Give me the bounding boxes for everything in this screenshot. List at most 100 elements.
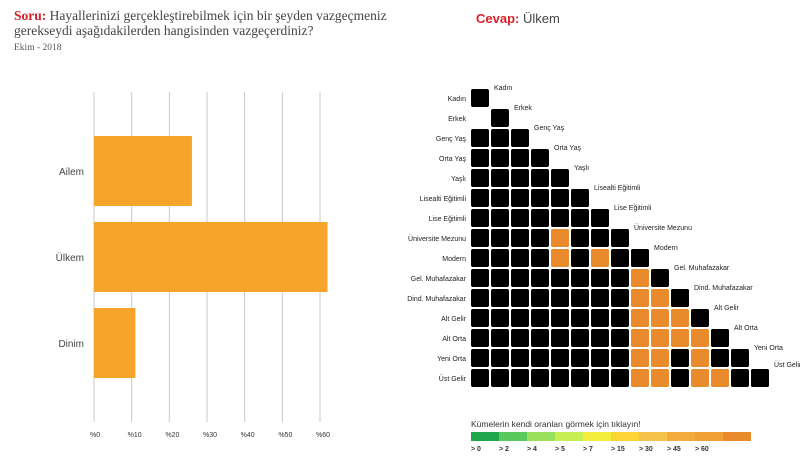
heatmap-cell[interactable] <box>471 269 489 287</box>
heatmap-cell[interactable] <box>471 209 489 227</box>
heatmap-cell[interactable] <box>511 229 529 247</box>
heatmap-cell[interactable] <box>551 209 569 227</box>
heatmap-cell[interactable] <box>491 269 509 287</box>
heatmap-cell[interactable] <box>531 349 549 367</box>
heatmap-cell[interactable] <box>471 169 489 187</box>
heatmap-cell[interactable] <box>651 289 669 307</box>
heatmap-cell[interactable] <box>571 249 589 267</box>
heatmap-cell[interactable] <box>531 269 549 287</box>
heatmap-cell[interactable] <box>491 369 509 387</box>
heatmap-diagonal-cell[interactable] <box>691 309 709 327</box>
heatmap-cell[interactable] <box>671 309 689 327</box>
heatmap-cell[interactable] <box>551 289 569 307</box>
heatmap-cell[interactable] <box>571 289 589 307</box>
heatmap-cell[interactable] <box>591 249 609 267</box>
heatmap-cell[interactable] <box>531 289 549 307</box>
heatmap-diagonal-cell[interactable] <box>631 249 649 267</box>
heatmap-cell[interactable] <box>571 349 589 367</box>
heatmap-cell[interactable] <box>491 249 509 267</box>
heatmap-cell[interactable] <box>671 369 689 387</box>
heatmap-cell[interactable] <box>551 189 569 207</box>
heatmap-cell[interactable] <box>591 309 609 327</box>
heatmap-cell[interactable] <box>591 329 609 347</box>
heatmap-diagonal-cell[interactable] <box>511 129 529 147</box>
bar-2[interactable] <box>94 222 328 292</box>
heatmap-cell[interactable] <box>491 169 509 187</box>
heatmap-cell[interactable] <box>611 269 629 287</box>
heatmap-cell[interactable] <box>551 249 569 267</box>
heatmap-cell[interactable] <box>651 369 669 387</box>
heatmap-cell[interactable] <box>511 329 529 347</box>
heatmap-cell[interactable] <box>591 229 609 247</box>
heatmap-cell[interactable] <box>551 349 569 367</box>
heatmap-cell[interactable] <box>491 189 509 207</box>
heatmap-cell[interactable] <box>551 269 569 287</box>
heatmap-cell[interactable] <box>651 329 669 347</box>
heatmap-cell[interactable] <box>531 329 549 347</box>
legend-swatch[interactable] <box>611 432 639 441</box>
heatmap-cell[interactable] <box>731 369 749 387</box>
heatmap-cell[interactable] <box>591 289 609 307</box>
heatmap-cell[interactable] <box>611 309 629 327</box>
heatmap-cell[interactable] <box>591 349 609 367</box>
heatmap-diagonal-cell[interactable] <box>651 269 669 287</box>
legend-swatch[interactable] <box>639 432 667 441</box>
heatmap-cell[interactable] <box>491 349 509 367</box>
heatmap-cell[interactable] <box>691 349 709 367</box>
heatmap-cell[interactable] <box>671 329 689 347</box>
heatmap-cell[interactable] <box>471 309 489 327</box>
heatmap-cell[interactable] <box>591 369 609 387</box>
heatmap-cell[interactable] <box>711 369 729 387</box>
heatmap-diagonal-cell[interactable] <box>751 369 769 387</box>
heatmap-cell[interactable] <box>691 369 709 387</box>
heatmap-cell[interactable] <box>491 329 509 347</box>
heatmap-cell[interactable] <box>511 269 529 287</box>
bar-1[interactable] <box>94 136 192 206</box>
heatmap-diagonal-cell[interactable] <box>471 89 489 107</box>
heatmap-cell[interactable] <box>491 229 509 247</box>
heatmap-cell[interactable] <box>571 269 589 287</box>
heatmap-cell[interactable] <box>611 249 629 267</box>
heatmap-cell[interactable] <box>571 329 589 347</box>
legend-swatch[interactable] <box>555 432 583 441</box>
legend-swatch[interactable] <box>667 432 695 441</box>
heatmap-cell[interactable] <box>651 349 669 367</box>
heatmap-cell[interactable] <box>551 229 569 247</box>
heatmap-cell[interactable] <box>631 289 649 307</box>
heatmap-cell[interactable] <box>511 309 529 327</box>
heatmap-cell[interactable] <box>611 369 629 387</box>
heatmap-cell[interactable] <box>491 209 509 227</box>
heatmap-diagonal-cell[interactable] <box>571 189 589 207</box>
heatmap-cell[interactable] <box>571 229 589 247</box>
heatmap-cell[interactable] <box>631 309 649 327</box>
heatmap-cell[interactable] <box>551 369 569 387</box>
heatmap-cell[interactable] <box>511 209 529 227</box>
heatmap-cell[interactable] <box>531 249 549 267</box>
heatmap-cell[interactable] <box>471 189 489 207</box>
legend-swatch[interactable] <box>499 432 527 441</box>
heatmap-cell[interactable] <box>471 369 489 387</box>
heatmap-cell[interactable] <box>571 369 589 387</box>
heatmap-cell[interactable] <box>471 149 489 167</box>
heatmap-cell[interactable] <box>531 169 549 187</box>
heatmap-cell[interactable] <box>511 169 529 187</box>
heatmap-cell[interactable] <box>691 329 709 347</box>
bar-3[interactable] <box>94 308 136 378</box>
heatmap-cell[interactable] <box>511 249 529 267</box>
legend-swatch[interactable] <box>695 432 723 441</box>
heatmap-cell[interactable] <box>531 209 549 227</box>
heatmap-cell[interactable] <box>471 349 489 367</box>
heatmap-cell[interactable] <box>511 369 529 387</box>
heatmap-cell[interactable] <box>671 349 689 367</box>
heatmap-diagonal-cell[interactable] <box>551 169 569 187</box>
heatmap-cell[interactable] <box>491 129 509 147</box>
heatmap-cell[interactable] <box>531 189 549 207</box>
legend-swatch[interactable] <box>527 432 555 441</box>
heatmap-cell[interactable] <box>711 349 729 367</box>
heatmap-cell[interactable] <box>511 349 529 367</box>
heatmap-cell[interactable] <box>631 349 649 367</box>
legend-swatch[interactable] <box>723 432 751 441</box>
heatmap-cell[interactable] <box>491 149 509 167</box>
heatmap-cell[interactable] <box>471 289 489 307</box>
